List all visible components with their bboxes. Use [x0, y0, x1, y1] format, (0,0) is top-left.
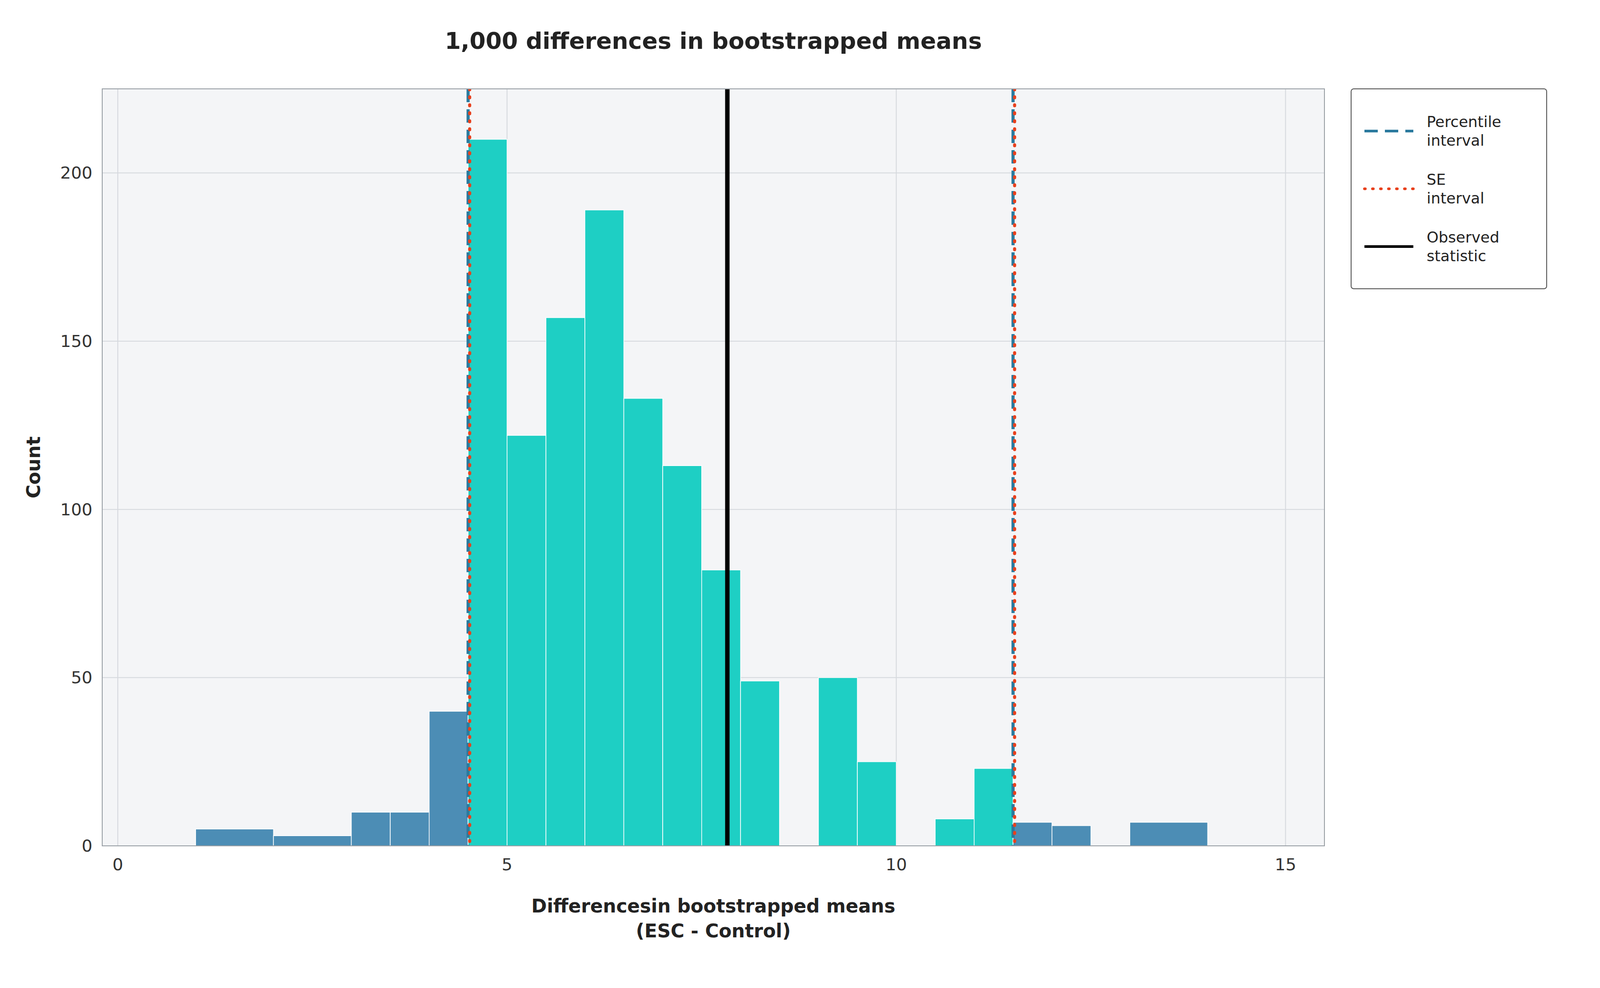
reference-line [466, 88, 470, 847]
histogram-bar [935, 819, 975, 847]
chart: 0510150501001502001,000 differences in b… [0, 0, 1600, 988]
histogram-bar [584, 210, 624, 847]
legend-label: Percentileinterval [1426, 112, 1502, 150]
y-grid-line [102, 172, 1325, 174]
legend-swatch [1364, 245, 1414, 248]
histogram-bar [351, 812, 391, 847]
x-grid-line [896, 88, 897, 847]
y-tick-label: 100 [60, 500, 93, 520]
plot-frame [102, 88, 1325, 847]
histogram-bar [1012, 822, 1052, 847]
histogram-bar [974, 768, 1014, 847]
x-tick-label: 0 [112, 855, 124, 875]
histogram-bar [468, 139, 508, 847]
histogram-bar [1129, 822, 1208, 847]
reference-line [725, 88, 730, 847]
legend-swatch [1364, 187, 1414, 191]
grid [102, 88, 1325, 847]
histogram-bar [818, 677, 858, 847]
reference-line [1012, 88, 1016, 847]
x-grid-line [117, 88, 119, 847]
histogram-bar [545, 317, 585, 847]
histogram-bar [701, 570, 741, 847]
x-tick-label: 10 [885, 855, 907, 875]
y-tick-label: 0 [81, 836, 93, 856]
y-grid-line [102, 340, 1325, 342]
reference-line [468, 88, 472, 847]
histogram-bar [1052, 826, 1092, 847]
chart-title: 1,000 differences in bootstrapped means [444, 27, 983, 55]
y-tick-label: 50 [71, 668, 93, 688]
legend: Percentileinterval SEinterval Observedstat… [1351, 88, 1547, 289]
y-tick-label: 200 [60, 163, 93, 183]
y-tick-label: 150 [60, 331, 93, 352]
histogram-bar [507, 435, 547, 847]
data-layer [195, 88, 1208, 847]
y-grid-line [102, 509, 1325, 511]
plot-area [102, 88, 1325, 847]
histogram-bar [662, 465, 702, 847]
histogram-bar [273, 836, 352, 847]
reference-line [1011, 88, 1015, 847]
tick-labels: 051015050100150200 [60, 163, 1296, 875]
x-tick-label: 5 [501, 855, 513, 875]
legend-swatch [1364, 129, 1414, 133]
y-axis-label: Count [22, 436, 45, 499]
histogram-bar [740, 681, 780, 847]
histogram-bar [857, 762, 897, 847]
legend-label: Observedstatistic [1426, 228, 1500, 265]
histogram-bar [195, 829, 274, 847]
x-axis-label: Differencesin bootstrapped means(ESC - C… [531, 895, 896, 943]
x-tick-label: 15 [1274, 855, 1296, 875]
x-grid-line [1284, 88, 1286, 847]
histogram-bar [390, 812, 430, 847]
legend-label: SEinterval [1426, 170, 1485, 208]
histogram-bar [624, 398, 664, 847]
legend-box [1351, 88, 1547, 289]
histogram-bar [429, 711, 469, 847]
